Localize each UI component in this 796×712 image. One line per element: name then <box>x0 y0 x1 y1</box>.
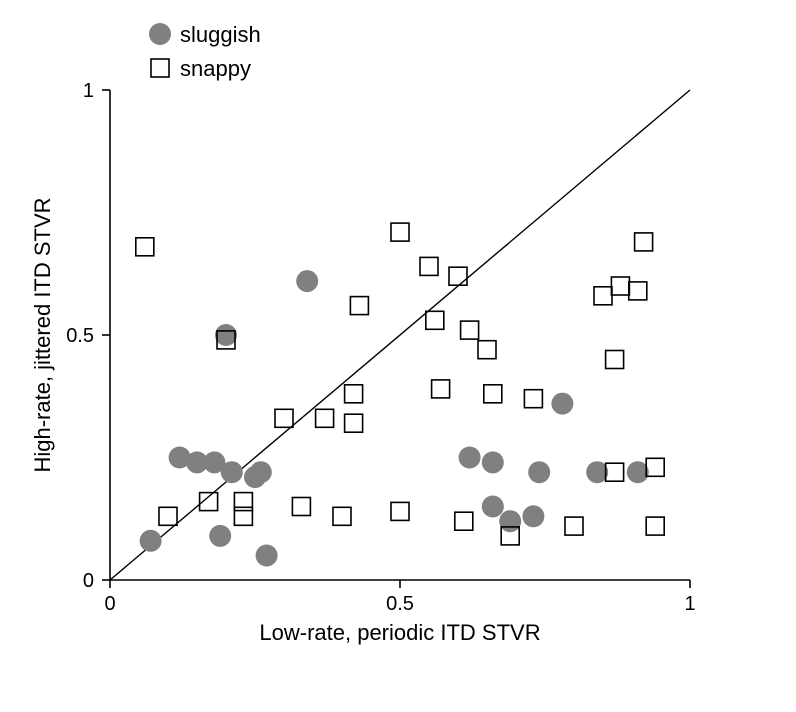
y-tick-label: 0 <box>83 570 94 592</box>
y-tick-label: 0.5 <box>66 325 94 347</box>
x-tick-label: 1 <box>684 593 695 615</box>
point-sluggish <box>522 505 544 527</box>
point-sluggish <box>221 461 243 483</box>
x-axis-label: Low-rate, periodic ITD STVR <box>259 620 540 645</box>
point-sluggish <box>551 393 573 415</box>
x-tick-label: 0 <box>104 593 115 615</box>
point-sluggish <box>482 451 504 473</box>
point-sluggish <box>482 496 504 518</box>
scatter-figure: 0 0.5 1 0 0.5 1 Low-rate, periodic ITD STVR Hig… <box>0 0 796 712</box>
y-tick-label: 1 <box>83 80 94 102</box>
point-sluggish <box>256 545 278 567</box>
chart-svg: 0 0.5 1 0 0.5 1 Low-rate, periodic ITD STVR Hig… <box>0 0 796 712</box>
point-sluggish <box>209 525 231 547</box>
point-sluggish <box>459 447 481 469</box>
x-tick-label: 0.5 <box>386 593 414 615</box>
point-sluggish <box>215 324 237 346</box>
point-sluggish <box>140 530 162 552</box>
point-sluggish <box>296 270 318 292</box>
point-sluggish <box>499 510 521 532</box>
point-sluggish <box>250 461 272 483</box>
legend-label-sluggish: sluggish <box>180 22 261 47</box>
point-sluggish <box>528 461 550 483</box>
legend-label-snappy: snappy <box>180 56 251 81</box>
legend-marker-sluggish <box>149 23 171 45</box>
y-axis-label: High-rate, jittered ITD STVR <box>30 197 55 472</box>
